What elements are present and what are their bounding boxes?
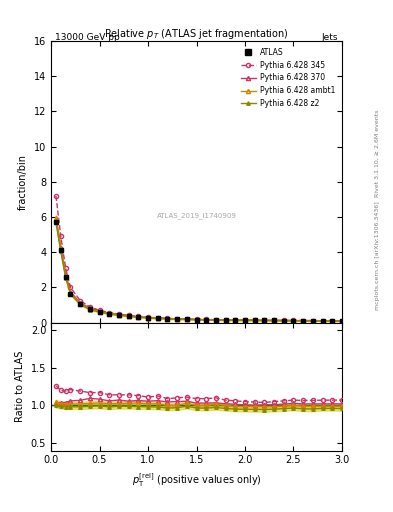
Y-axis label: fraction/bin: fraction/bin — [18, 154, 28, 210]
Text: Jets: Jets — [321, 33, 338, 42]
Text: Rivet 3.1.10, ≥ 2.6M events: Rivet 3.1.10, ≥ 2.6M events — [375, 110, 380, 197]
Text: 13000 GeV pp: 13000 GeV pp — [55, 33, 120, 42]
Legend: ATLAS, Pythia 6.428 345, Pythia 6.428 370, Pythia 6.428 ambt1, Pythia 6.428 z2: ATLAS, Pythia 6.428 345, Pythia 6.428 37… — [237, 45, 338, 111]
X-axis label: $p_{\mathrm{T}}^{\mathrm{[rel]}}$ (positive values only): $p_{\mathrm{T}}^{\mathrm{[rel]}}$ (posit… — [132, 471, 261, 489]
Y-axis label: Ratio to ATLAS: Ratio to ATLAS — [15, 351, 25, 422]
Text: ATLAS_2019_I1740909: ATLAS_2019_I1740909 — [156, 212, 237, 219]
Title: Relative $p_T$ (ATLAS jet fragmentation): Relative $p_T$ (ATLAS jet fragmentation) — [104, 27, 289, 41]
Text: mcplots.cern.ch [arXiv:1306.3436]: mcplots.cern.ch [arXiv:1306.3436] — [375, 202, 380, 310]
